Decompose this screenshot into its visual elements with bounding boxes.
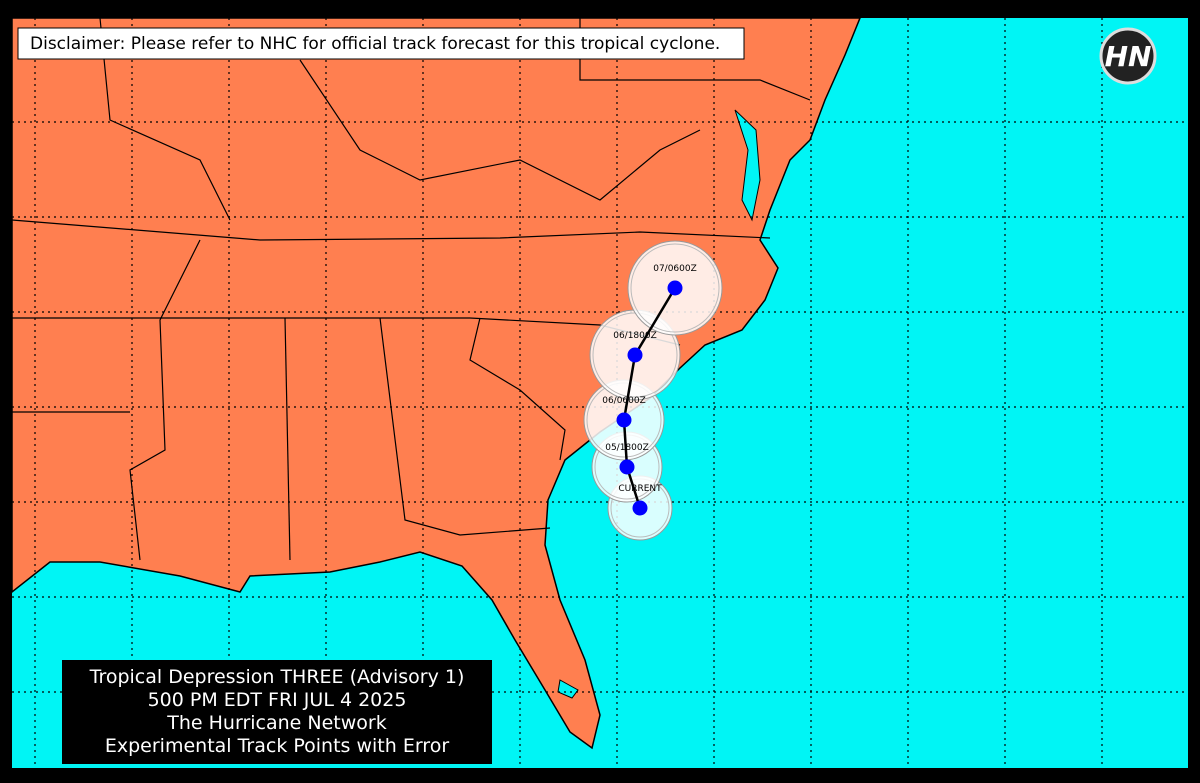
track-point [616,412,632,428]
state-borders [11,17,811,561]
disclaimer: Disclaimer: Please refer to NHC for offi… [30,34,720,54]
error-cone-ring [630,243,720,333]
info-line: 500 PM EDT FRI JUL 4 2025 [148,689,407,711]
track-label: 05/1800Z [605,443,649,453]
info-text: Tropical Depression THREE (Advisory 1)50… [89,666,465,757]
chesapeake-bay [734,109,761,222]
lake [557,679,579,699]
border [284,317,291,561]
disclaimer-box [17,27,745,60]
border [379,317,551,536]
border [299,59,701,201]
land [11,17,862,750]
border [129,239,201,561]
track-label: 07/0600Z [653,264,697,274]
track-label: 06/1800Z [613,331,657,341]
border [99,17,231,221]
track-point [627,347,643,363]
info-box [62,660,492,764]
track-point [632,500,648,516]
track-label: 06/0600Z [602,396,646,406]
track-point [667,280,683,296]
info-line: Experimental Track Points with Error [105,735,449,757]
track: CURRENT 05/1800Z 06/0600Z 06/1800Z 07/0600Z [583,240,723,541]
track-point [619,459,635,475]
track-label: CURRENT [618,484,662,494]
logo-badge [1099,27,1157,85]
logo: HN [1105,40,1152,73]
info-line: Tropical Depression THREE (Advisory 1) [89,666,465,688]
border [11,219,771,241]
info-line: The Hurricane Network [166,712,386,734]
